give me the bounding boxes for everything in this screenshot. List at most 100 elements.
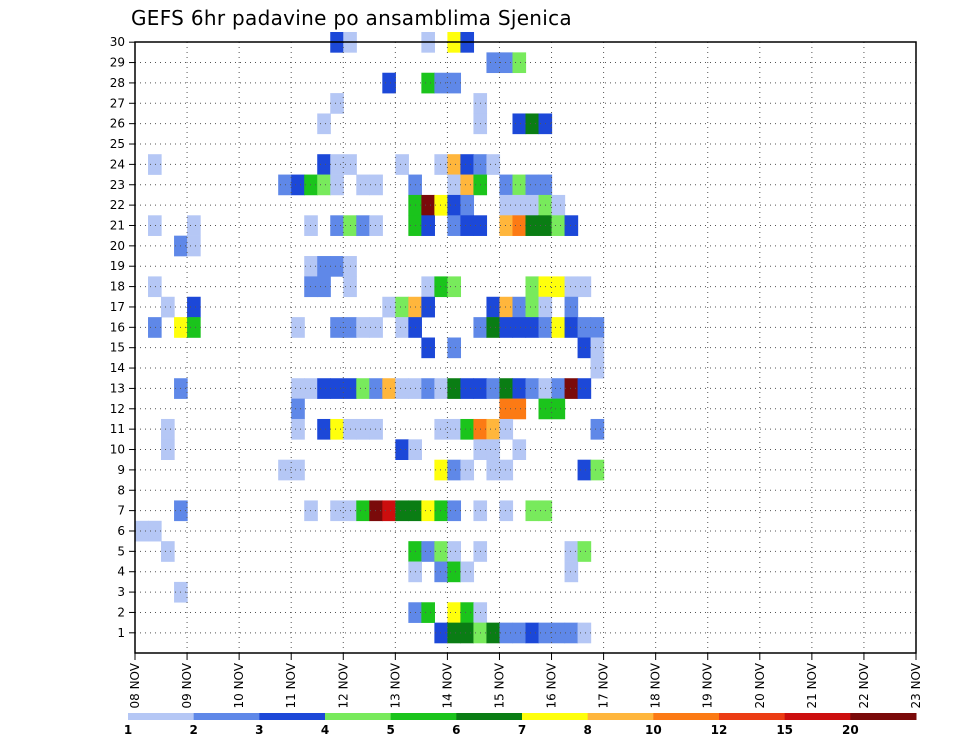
heatmap-cell: [486, 296, 501, 318]
heatmap-cell: [161, 439, 175, 460]
heatmap-cell: [304, 215, 318, 236]
heatmap-cell: [564, 541, 579, 562]
heatmap-cell: [447, 541, 462, 562]
heatmap-cell: [551, 215, 566, 236]
heatmap-cell: [447, 276, 462, 298]
y-tick-label: 23: [110, 178, 125, 192]
heatmap-cell: [486, 459, 501, 481]
heatmap-cell: [161, 418, 175, 440]
y-tick-label: 11: [110, 422, 125, 436]
heatmap-cell: [577, 459, 592, 481]
heatmap-cell: [486, 154, 501, 175]
heatmap-cell: [369, 215, 383, 236]
heatmap-cell: [161, 541, 175, 562]
x-tick-label: 22 NOV: [857, 662, 871, 708]
y-tick-label: 22: [110, 198, 125, 212]
heatmap-cell: [512, 113, 527, 135]
heatmap-cell: [499, 418, 514, 440]
y-tick-label: 12: [110, 402, 125, 416]
x-tick-label: 12 NOV: [336, 662, 350, 708]
heatmap-cell: [356, 215, 370, 236]
heatmap-cell: [382, 296, 396, 318]
y-tick-label: 18: [110, 280, 125, 294]
heatmap-cell: [421, 72, 435, 94]
heatmap-cell: [278, 459, 292, 481]
heatmap-cell: [356, 174, 370, 196]
x-tick-label: 21 NOV: [805, 662, 819, 708]
legend-swatch: [587, 713, 654, 720]
heatmap-cell: [486, 378, 501, 399]
y-tick-label: 13: [110, 381, 125, 395]
heatmap-cell: [434, 154, 448, 175]
heatmap-cell: [395, 154, 409, 175]
y-tick-label: 30: [110, 35, 125, 49]
heatmap-cell: [434, 459, 448, 481]
heatmap-cell: [304, 256, 318, 277]
heatmap-cell: [447, 622, 462, 644]
heatmap-cell: [330, 174, 344, 196]
heatmap-cell: [187, 235, 201, 257]
legend-label: 2: [189, 723, 197, 737]
heatmap-cell: [460, 154, 475, 175]
y-tick-label: 1: [117, 626, 125, 640]
x-tick-label: 14 NOV: [440, 662, 454, 708]
y-tick-label: 5: [117, 544, 125, 558]
heatmap-cell: [421, 602, 435, 623]
x-tick-label: 16 NOV: [545, 662, 559, 708]
heatmap-cell: [369, 418, 383, 440]
heatmap-cell: [460, 378, 475, 399]
heatmap-cell: [421, 378, 435, 399]
heatmap-cell: [330, 418, 344, 440]
heatmap-cell: [148, 276, 162, 298]
heatmap-cell: [395, 317, 409, 338]
x-tick-label: 08 NOV: [128, 662, 142, 708]
heatmap-cell: [486, 52, 501, 74]
y-tick-label: 27: [110, 96, 125, 110]
heatmap-cell: [330, 93, 344, 114]
heatmap-cell: [447, 602, 462, 623]
heatmap-cell: [291, 174, 305, 196]
heatmap-cell: [564, 622, 579, 644]
heatmap-cell: [421, 215, 435, 236]
heatmap-cell: [525, 622, 540, 644]
heatmap-cell: [525, 113, 540, 135]
legend-label: 6: [452, 723, 460, 737]
legend-swatch: [128, 713, 195, 720]
y-tick-label: 28: [110, 76, 125, 90]
y-axis: 1234567891011121314151617181920212223242…: [110, 35, 135, 640]
heatmap-cell: [291, 378, 305, 399]
heatmap-cell: [447, 459, 462, 481]
heatmap-cell: [499, 317, 514, 338]
heatmap-cell: [161, 296, 175, 318]
y-tick-label: 20: [110, 239, 125, 253]
heatmap-cell: [356, 317, 370, 338]
heatmap-cell: [447, 215, 462, 236]
heatmap-cell: [291, 459, 305, 481]
heatmap-cell: [564, 296, 579, 318]
y-tick-label: 10: [110, 443, 125, 457]
chart-title: GEFS 6hr padavine po ansamblima Sjenica: [131, 6, 572, 30]
heatmap-cell: [434, 72, 448, 94]
heatmap-cell: [525, 215, 540, 236]
heatmap-cell: [590, 418, 605, 440]
heatmap-cell: [447, 378, 462, 399]
heatmap-cell: [525, 276, 540, 298]
heatmap-cell: [499, 174, 514, 196]
heatmap-cell: [447, 500, 462, 522]
heatmap-cell: [512, 296, 527, 318]
heatmap-cell: [499, 215, 514, 236]
heatmap-cell: [187, 215, 201, 236]
heatmap-cell: [525, 500, 540, 522]
heatmap-cell: [447, 154, 462, 175]
heatmap-cell: [135, 520, 149, 542]
legend-swatch: [193, 713, 260, 720]
heatmap-cell: [512, 317, 527, 338]
heatmap-cell: [447, 194, 462, 216]
legend-label: 20: [842, 723, 859, 737]
heatmap-cell: [330, 215, 344, 236]
heatmap-cell: [317, 378, 331, 399]
x-tick-label: 13 NOV: [388, 662, 402, 708]
heatmap-cell: [382, 378, 396, 399]
heatmap-cell: [512, 174, 527, 196]
heatmap-cell: [499, 398, 514, 420]
